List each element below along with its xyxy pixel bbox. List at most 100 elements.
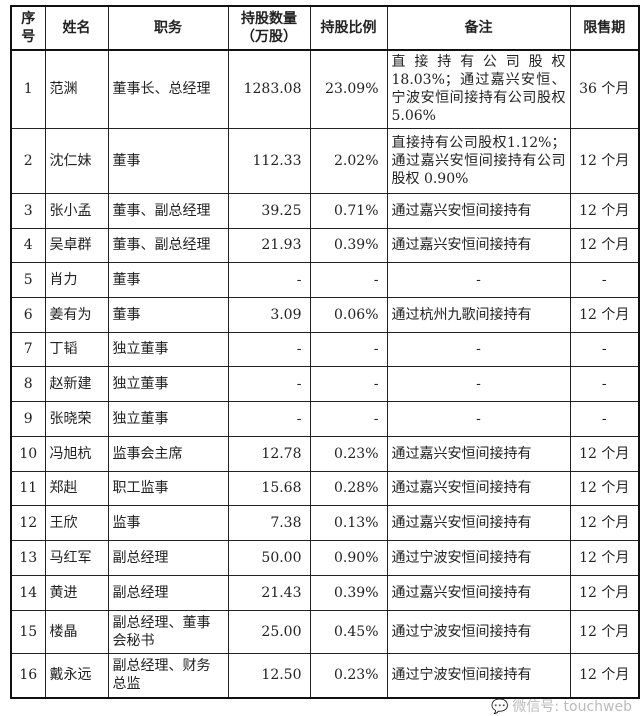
cell-ratio: 0.71% (309, 192, 388, 229)
header-no: 序号 (10, 5, 46, 51)
cell-name: 张小孟 (44, 192, 109, 229)
cell-no: 13 (10, 539, 46, 576)
cell-shares: 50.00 (227, 539, 311, 576)
cell-shares: - (227, 331, 311, 367)
header-shares: 持股数量（万股） (227, 5, 311, 51)
cell-ratio: - (309, 400, 388, 437)
cell-name: 吴卓群 (44, 227, 109, 263)
cell-shares: 39.25 (227, 192, 311, 229)
cell-ratio: 2.02% (309, 127, 388, 194)
cell-lockup: - (569, 261, 640, 298)
cell-title: 董事 (107, 296, 229, 333)
cell-note: 通过嘉兴安恒间接持有 (386, 470, 571, 506)
cell-shares: 21.43 (227, 574, 311, 611)
cell-lockup: 12 个月 (569, 470, 640, 506)
cell-lockup: 12 个月 (569, 227, 640, 263)
table-row: 7 丁韬 独立董事 - - - - (10, 331, 640, 367)
cell-lockup: 12 个月 (569, 435, 640, 472)
cell-note: 直接持有公司股权1.12%；通过嘉兴安恒间接持有公司股权 0.90% (386, 127, 571, 194)
cell-note: 通过嘉兴安恒间接持有 (386, 192, 571, 229)
cell-name: 范渊 (44, 49, 109, 129)
table-row: 12 王欣 监事 7.38 0.13% 通过嘉兴安恒间接持有 12 个月 (10, 504, 640, 541)
cell-ratio: 0.45% (309, 609, 388, 654)
cell-no: 14 (10, 574, 46, 611)
cell-note: 通过嘉兴安恒间接持有 (386, 574, 571, 611)
table-row: 6 姜有为 董事 3.09 0.06% 通过杭州九歌间接持有 12 个月 (10, 296, 640, 333)
cell-title: 独立董事 (107, 400, 229, 437)
cell-name: 黄进 (44, 574, 109, 611)
cell-ratio: - (309, 365, 388, 402)
cell-no: 4 (10, 227, 46, 263)
cell-no: 3 (10, 192, 46, 229)
cell-note: 通过嘉兴安恒间接持有 (386, 227, 571, 263)
cell-note: 通过宁波安恒间接持有 (386, 539, 571, 576)
cell-title: 独立董事 (107, 331, 229, 367)
cell-shares: 3.09 (227, 296, 311, 333)
cell-lockup: 12 个月 (569, 296, 640, 333)
table-row: 8 赵新建 独立董事 - - - - (10, 365, 640, 402)
cell-ratio: 0.90% (309, 539, 388, 576)
cell-ratio: 0.23% (309, 652, 388, 699)
cell-note: 通过嘉兴安恒间接持有 (386, 435, 571, 472)
cell-ratio: 0.28% (309, 470, 388, 506)
cell-shares: 12.78 (227, 435, 311, 472)
cell-lockup: 12 个月 (569, 539, 640, 576)
cell-note: 通过杭州九歌间接持有 (386, 296, 571, 333)
cell-shares: 112.33 (227, 127, 311, 194)
cell-no: 8 (10, 365, 46, 402)
watermark: 💬 微信号: touchweb (491, 700, 632, 715)
cell-ratio: - (309, 261, 388, 298)
cell-no: 16 (10, 652, 46, 699)
table-row: 10 冯旭杭 监事会主席 12.78 0.23% 通过嘉兴安恒间接持有 12 个月 (10, 435, 640, 472)
table-row: 14 黄进 副总经理 21.43 0.39% 通过嘉兴安恒间接持有 12 个月 (10, 574, 640, 611)
cell-note: - (386, 400, 571, 437)
cell-lockup: 36 个月 (569, 49, 640, 129)
cell-shares: 12.50 (227, 652, 311, 699)
cell-name: 马红军 (44, 539, 109, 576)
cell-title: 副总经理、董事会秘书 (107, 609, 229, 654)
cell-shares: - (227, 400, 311, 437)
cell-ratio: 0.39% (309, 227, 388, 263)
cell-ratio: 0.06% (309, 296, 388, 333)
cell-lockup: 12 个月 (569, 609, 640, 654)
table-row: 5 肖力 董事 - - - - (10, 261, 640, 298)
cell-ratio: 0.23% (309, 435, 388, 472)
table-row: 13 马红军 副总经理 50.00 0.90% 通过宁波安恒间接持有 12 个月 (10, 539, 640, 576)
cell-no: 1 (10, 49, 46, 129)
cell-title: 副总经理 (107, 539, 229, 576)
cell-note: - (386, 331, 571, 367)
table-row: 4 吴卓群 董事、副总经理 21.93 0.39% 通过嘉兴安恒间接持有 12 个月 (10, 227, 640, 263)
cell-shares: - (227, 365, 311, 402)
cell-title: 独立董事 (107, 365, 229, 402)
cell-shares: 25.00 (227, 609, 311, 654)
cell-note: - (386, 261, 571, 298)
cell-name: 丁韬 (44, 331, 109, 367)
cell-ratio: 0.39% (309, 574, 388, 611)
table-row: 3 张小孟 董事、副总经理 39.25 0.71% 通过嘉兴安恒间接持有 12 个月 (10, 192, 640, 229)
header-name: 姓名 (44, 5, 109, 51)
cell-no: 11 (10, 470, 46, 506)
cell-no: 12 (10, 504, 46, 541)
cell-note: 通过宁波安恒间接持有 (386, 609, 571, 654)
cell-lockup: 12 个月 (569, 574, 640, 611)
table-row: 2 沈仁妹 董事 112.33 2.02% 直接持有公司股权1.12%；通过嘉兴安恒间接持… (10, 127, 640, 194)
cell-ratio: 0.13% (309, 504, 388, 541)
header-row: 序号 姓名 职务 持股数量（万股） 持股比例 备注 限售期 (10, 5, 640, 51)
cell-title: 董事 (107, 127, 229, 194)
cell-note: - (386, 365, 571, 402)
wechat-icon: 💬 (490, 699, 509, 715)
cell-note: 通过嘉兴安恒间接持有 (386, 504, 571, 541)
table-row: 1 范渊 董事长、总经理 1283.08 23.09% 直接持有公司股权18.03%；通过… (10, 49, 640, 129)
cell-title: 监事 (107, 504, 229, 541)
cell-lockup: 12 个月 (569, 504, 640, 541)
table-row: 11 郑赳 职工监事 15.68 0.28% 通过嘉兴安恒间接持有 12 个月 (10, 470, 640, 506)
cell-no: 2 (10, 127, 46, 194)
cell-name: 王欣 (44, 504, 109, 541)
cell-no: 9 (10, 400, 46, 437)
cell-name: 沈仁妹 (44, 127, 109, 194)
table-row: 16 戴永远 副总经理、财务总监 12.50 0.23% 通过宁波安恒间接持有 12 个月 (10, 652, 640, 699)
cell-name: 戴永远 (44, 652, 109, 699)
cell-title: 董事、副总经理 (107, 192, 229, 229)
cell-title: 监事会主席 (107, 435, 229, 472)
cell-title: 董事 (107, 261, 229, 298)
